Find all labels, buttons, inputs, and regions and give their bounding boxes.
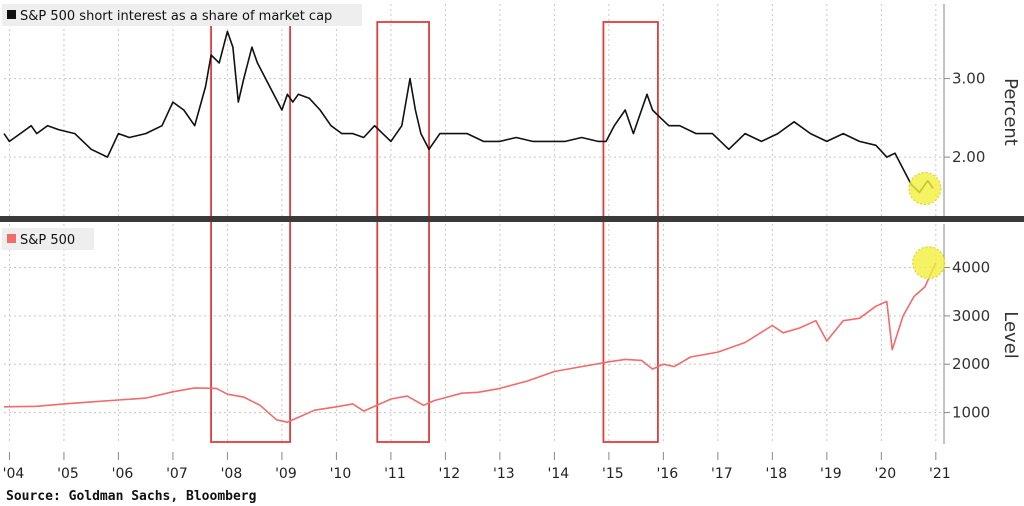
x-tick-label: '08 <box>221 466 243 482</box>
x-tick-label: '18 <box>766 466 788 482</box>
legend-bottom-bg <box>2 228 94 250</box>
legend-top-label: S&P 500 short interest as a share of mar… <box>20 9 332 24</box>
x-tick-label: '14 <box>548 466 570 482</box>
source-note: Source: Goldman Sachs, Bloomberg <box>6 489 256 504</box>
x-tick-label: '15 <box>602 466 624 482</box>
legend-top-swatch <box>7 10 16 19</box>
highlight-box <box>602 21 659 443</box>
highlight-box <box>376 21 430 443</box>
legend-top-bg <box>2 4 362 26</box>
y-tick-label: 2.00 <box>952 148 985 166</box>
panel-divider <box>0 216 1024 222</box>
legend-bottom-label: S&P 500 <box>20 233 75 248</box>
highlight-circle <box>912 246 946 280</box>
x-tick-label: '10 <box>330 466 352 482</box>
x-tick-label: '19 <box>820 466 842 482</box>
x-tick-label: '06 <box>112 466 134 482</box>
y-tick-label: 1000 <box>952 404 990 422</box>
x-tick-label: '07 <box>166 466 188 482</box>
x-tick-label: '04 <box>3 466 25 482</box>
y-tick-label: 4000 <box>952 259 990 277</box>
highlight-circle <box>908 172 942 206</box>
circle-markers <box>908 172 946 280</box>
y-tick-label: 3000 <box>952 307 990 325</box>
legend-bottom-swatch <box>7 234 16 243</box>
x-tick-label: '20 <box>874 466 896 482</box>
x-tick-label: '21 <box>929 466 951 482</box>
series-layer <box>3 30 937 424</box>
short-interest-line <box>3 30 934 194</box>
sp500-line <box>3 262 937 424</box>
grid-layer <box>4 4 944 444</box>
highlight-boxes <box>210 21 659 443</box>
x-tick-label: '17 <box>711 466 733 482</box>
x-tick-label: '11 <box>384 466 406 482</box>
x-tick-label: '13 <box>493 466 515 482</box>
x-tick-label: '05 <box>57 466 79 482</box>
y-tick-label: 2000 <box>952 355 990 373</box>
x-tick-label: '09 <box>275 466 297 482</box>
highlight-box <box>210 21 291 443</box>
y-tick-label: 3.00 <box>952 70 985 88</box>
y-axis-label-level: Level <box>1000 311 1021 359</box>
x-tick-label: '12 <box>439 466 461 482</box>
axes-layer: '04 '05 '06 '07 '08 '09 '10 '11 '12 '13 '14 '15 '16 '… <box>0 4 1024 482</box>
y-axis-label-percent: Percent <box>1000 78 1021 146</box>
x-tick-label: '16 <box>657 466 679 482</box>
